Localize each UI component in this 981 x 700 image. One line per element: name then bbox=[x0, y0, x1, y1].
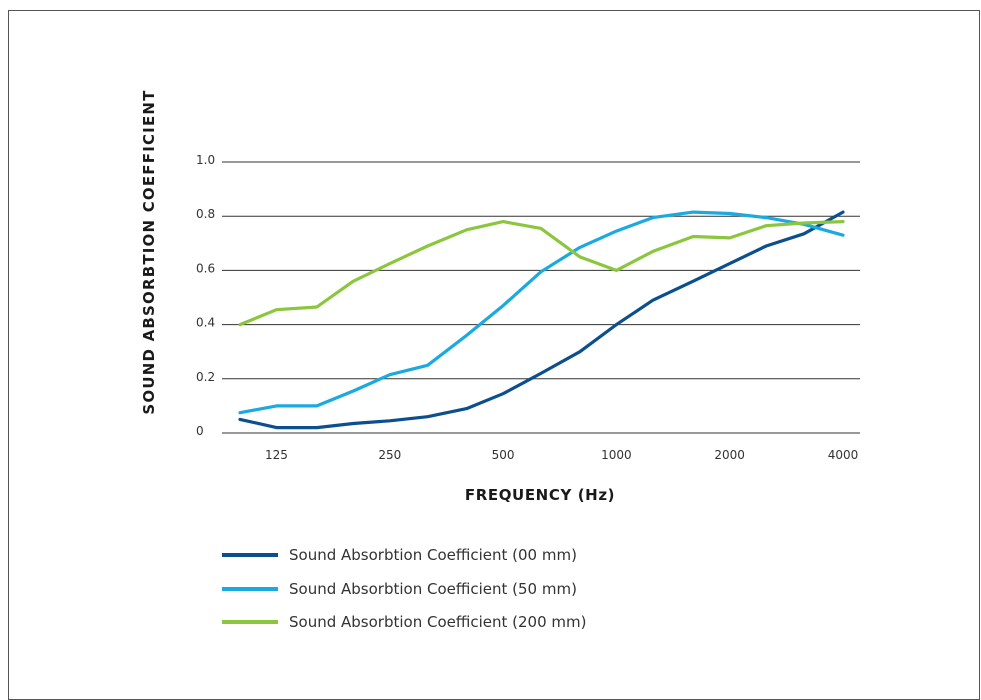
y-tick-label: 0 bbox=[196, 424, 204, 438]
y-tick-label: 1.0 bbox=[196, 153, 215, 167]
x-tick-label: 125 bbox=[265, 448, 288, 462]
x-tick-label: 250 bbox=[378, 448, 401, 462]
y-tick-label: 0.6 bbox=[196, 261, 215, 275]
legend-label-200mm: Sound Absorbtion Coefficient (200 mm) bbox=[289, 613, 586, 631]
chart-frame bbox=[8, 10, 980, 700]
x-tick-label: 4000 bbox=[828, 448, 859, 462]
y-tick-labels: 0 0.2 0.4 0.6 0.8 1.0 bbox=[196, 153, 215, 438]
y-tick-label: 0.4 bbox=[196, 316, 215, 330]
legend-label-00mm: Sound Absorbtion Coefficient (00 mm) bbox=[289, 546, 577, 564]
legend: Sound Absorbtion Coefficient (00 mm) Sou… bbox=[222, 546, 586, 631]
x-tick-label: 2000 bbox=[714, 448, 745, 462]
y-tick-label: 0.8 bbox=[196, 207, 215, 221]
y-axis-label: SOUND ABSORBTION COEFFICIENT bbox=[140, 89, 158, 414]
absorption-chart: 0 0.2 0.4 0.6 0.8 1.0 125 250 500 1000 2000 4000 S… bbox=[140, 89, 860, 631]
x-tick-labels: 125 250 500 1000 2000 4000 bbox=[265, 448, 858, 462]
series-lines bbox=[238, 210, 845, 430]
series-line-200mm bbox=[238, 220, 845, 327]
series-line-00mm bbox=[238, 210, 845, 430]
series-line-50mm bbox=[238, 210, 845, 415]
x-tick-label: 1000 bbox=[601, 448, 632, 462]
x-tick-label: 500 bbox=[492, 448, 515, 462]
y-tick-label: 0.2 bbox=[196, 370, 215, 384]
legend-label-50mm: Sound Absorbtion Coefficient (50 mm) bbox=[289, 580, 577, 598]
grid-lines bbox=[222, 161, 860, 434]
x-axis-label: FREQUENCY (Hz) bbox=[465, 486, 615, 504]
